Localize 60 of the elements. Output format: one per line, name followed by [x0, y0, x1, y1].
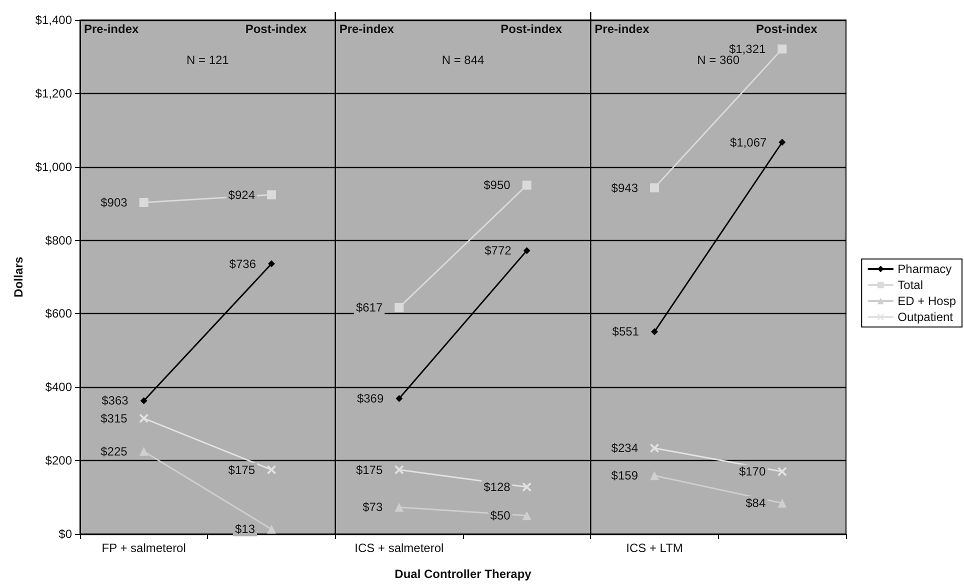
y-tick-label: $400	[45, 380, 72, 394]
annotation: Pre-index	[594, 22, 650, 36]
data-label: $617	[356, 300, 383, 314]
legend-label: Total	[898, 278, 923, 292]
x-tick-label: ICS + LTM	[626, 541, 683, 555]
data-label: $128	[484, 480, 511, 494]
annotation: N = 844	[442, 53, 484, 67]
data-label: $50	[490, 508, 511, 523]
y-tick-label: $200	[45, 454, 72, 468]
annotation: Post-index	[245, 22, 307, 36]
annotation: Post-index	[500, 22, 562, 36]
data-label: $175	[228, 462, 256, 477]
legend-label: Pharmacy	[898, 262, 952, 276]
data-label: $1,067	[730, 135, 767, 150]
point	[650, 183, 659, 192]
point	[267, 524, 276, 534]
data-label: $924	[228, 188, 256, 202]
y-axis-title: Dollars	[11, 256, 26, 298]
annotation: N = 121	[186, 53, 230, 67]
y-tick-label: $600	[45, 306, 72, 321]
point	[139, 414, 148, 423]
annotation: Post-index	[756, 22, 818, 36]
data-label: $159	[611, 468, 638, 483]
point	[778, 467, 787, 476]
annotation: Pre-index	[84, 22, 140, 36]
point	[140, 397, 148, 404]
point	[268, 260, 275, 268]
data-label: $234	[611, 441, 638, 456]
data-label: $772	[484, 244, 512, 258]
data-label: $943	[611, 180, 638, 195]
annotation: Pre-index	[339, 22, 394, 36]
y-tick-label: $1,200	[35, 86, 72, 100]
data-label: $369	[356, 392, 384, 406]
data-label: $225	[100, 444, 128, 458]
data-label: $551	[612, 324, 640, 339]
point	[778, 44, 787, 54]
data-label: $73	[362, 500, 383, 514]
data-label: $903	[100, 195, 128, 210]
data-label: $363	[102, 394, 129, 408]
data-label: $175	[356, 462, 383, 477]
x-tick-label: ICS + salmeterol	[354, 541, 444, 555]
legend-label: ED + Hosp	[898, 294, 956, 308]
y-tick-label: $0	[58, 527, 72, 541]
data-label: $950	[484, 178, 511, 192]
y-tick-label: $1,400	[35, 13, 72, 27]
legend-label: Outpatient	[898, 310, 954, 324]
data-label: $84	[746, 496, 766, 510]
y-tick-label: $1,000	[35, 160, 72, 174]
data-label: $736	[229, 256, 256, 271]
y-tick-label: $800	[45, 233, 72, 248]
data-label: $315	[100, 411, 128, 426]
data-label: $13	[234, 522, 256, 536]
point	[650, 444, 659, 453]
point	[267, 465, 276, 474]
x-tick-label: FP + salmeterol	[102, 541, 186, 555]
data-label: $170	[738, 464, 766, 479]
point	[139, 446, 148, 456]
x-axis-title: Dual Controller Therapy	[394, 567, 532, 581]
point	[778, 138, 786, 146]
point	[651, 328, 658, 336]
